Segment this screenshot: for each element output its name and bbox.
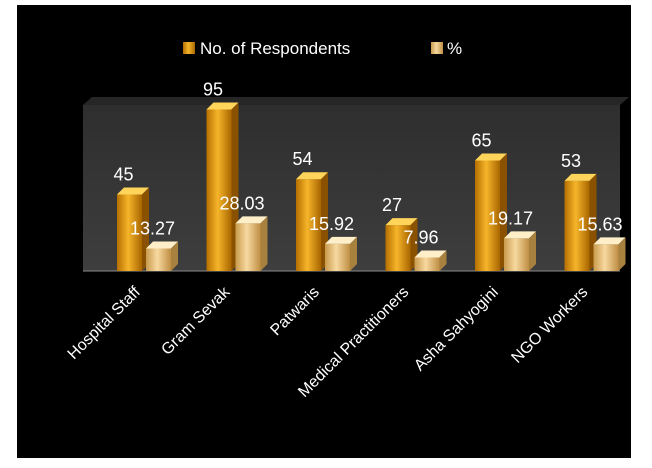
chart-container: No. of Respondents % 45 13.27 95 28.03 54 15.…	[17, 5, 631, 458]
value-label-patwaris-percent: 15.92	[309, 214, 354, 234]
bar-ngo-workers-percent	[593, 237, 626, 271]
bar-gram-sevak-percent	[235, 216, 268, 271]
value-label-patwaris-respondents: 54	[292, 149, 312, 169]
value-label-asha-sahyogini-percent: 19.17	[488, 208, 533, 228]
category-label-ngo-workers: NGO Workers	[508, 284, 591, 367]
category-label-hospital-staff: Hospital Staff	[65, 283, 144, 362]
legend-swatch-respondents	[183, 42, 195, 54]
bar-patwaris-respondents	[296, 172, 328, 271]
value-label-hospital-staff-respondents: 45	[113, 165, 133, 185]
bar-medical-practitioners-respondents	[385, 218, 418, 271]
value-label-ngo-workers-percent: 15.63	[577, 214, 622, 234]
category-labels: Hospital Staff Gram Sevak PatwarisMedical …	[65, 283, 592, 401]
value-labels: 45 13.27 95 28.03 54 15.92 277.96 65 19.17 53 15.6…	[113, 80, 622, 248]
value-label-gram-sevak-percent: 28.03	[219, 193, 264, 213]
legend-label-percent: %	[447, 39, 462, 58]
bars	[117, 102, 626, 271]
value-label-medical-practitioners-respondents: 27	[382, 195, 402, 215]
value-label-asha-sahyogini-respondents: 65	[471, 131, 491, 151]
value-label-medical-practitioners-percent: 7.96	[403, 227, 438, 247]
bar-hospital-staff-percent	[146, 241, 178, 271]
bar-patwaris-percent	[325, 236, 357, 271]
bar-medical-practitioners-percent	[414, 250, 447, 271]
category-label-asha-sahyogini: Asha Sahyogini	[411, 284, 502, 375]
legend: No. of Respondents %	[183, 39, 462, 58]
legend-label-respondents: No. of Respondents	[200, 39, 350, 58]
bar-asha-sahyogini-percent	[504, 231, 536, 271]
value-label-hospital-staff-percent: 13.27	[130, 218, 175, 238]
bar-gram-sevak-respondents	[206, 102, 239, 271]
plot-back-wall	[83, 97, 629, 105]
category-label-patwaris: Patwaris	[267, 284, 322, 339]
bar-chart: No. of Respondents % 45 13.27 95 28.03 54 15.…	[65, 39, 629, 401]
value-label-gram-sevak-respondents: 95	[203, 80, 223, 100]
legend-swatch-percent	[431, 42, 443, 54]
value-label-ngo-workers-respondents: 53	[561, 151, 581, 171]
category-label-gram-sevak: Gram Sevak	[158, 283, 234, 359]
